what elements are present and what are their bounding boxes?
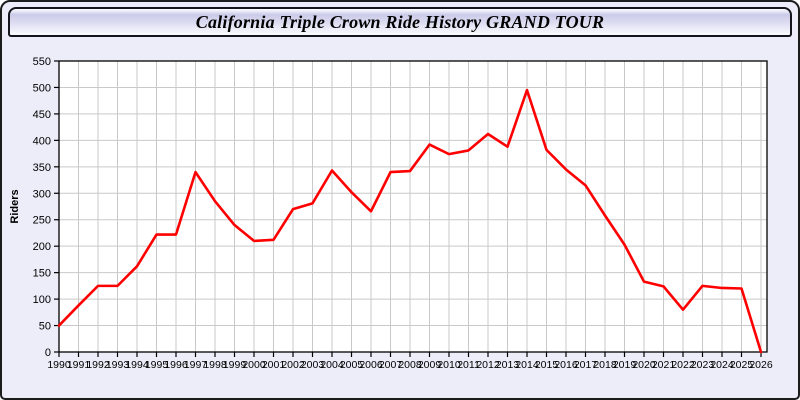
y-axis-tick-labels: 0 50 100 150 200 250 300 350 400 450 500 550 — [33, 56, 51, 359]
x-tick-label: 2024 — [710, 359, 734, 371]
y-tick-label: 350 — [33, 162, 51, 174]
x-tick-label: 1997 — [184, 359, 208, 371]
x-tick-label: 2017 — [574, 359, 598, 371]
x-tick-label: 2023 — [691, 359, 715, 371]
x-tick-label: 2020 — [632, 359, 656, 371]
x-tick-label: 2001 — [262, 359, 286, 371]
x-tick-label: 2000 — [242, 359, 266, 371]
x-tick-label: 1993 — [106, 359, 130, 371]
chart-title: California Triple Crown Ride History GRA… — [195, 11, 605, 32]
x-tick-label: 2012 — [476, 359, 500, 371]
x-tick-label: 1992 — [86, 359, 110, 371]
x-tick-label: 1995 — [145, 359, 169, 371]
x-tick-label: 1998 — [203, 359, 227, 371]
x-tick-label: 2006 — [359, 359, 383, 371]
x-tick-label: 2022 — [671, 359, 695, 371]
x-tick-label: 2015 — [535, 359, 559, 371]
x-tick-label: 1999 — [223, 359, 247, 371]
y-tick-label: 100 — [33, 294, 51, 306]
x-tick-label: 2019 — [613, 359, 637, 371]
x-tick-label: 2008 — [398, 359, 422, 371]
x-tick-label: 1994 — [125, 359, 149, 371]
y-tick-label: 250 — [33, 215, 51, 227]
y-tick-label: 450 — [33, 109, 51, 121]
axis-ticks — [54, 60, 762, 357]
y-tick-label: 50 — [39, 321, 51, 333]
riders-line-series — [57, 88, 763, 354]
plot-background — [59, 61, 767, 352]
x-tick-label: 2011 — [457, 359, 480, 371]
x-tick-label: 2002 — [281, 359, 305, 371]
y-tick-label: 200 — [33, 241, 51, 253]
x-tick-label: 2016 — [554, 359, 578, 371]
x-tick-label: 1990 — [47, 359, 71, 371]
x-tick-label: 2025 — [730, 359, 754, 371]
y-tick-label: 400 — [33, 135, 51, 147]
x-tick-label: 1991 — [67, 359, 91, 371]
x-axis-tick-labels: 1990199119921993199419951996199719981999… — [47, 359, 773, 371]
x-tick-label: 2003 — [301, 359, 325, 371]
y-tick-label: 150 — [33, 268, 51, 280]
title-bar: California Triple Crown Ride History GRA… — [8, 7, 792, 37]
plot-border — [58, 60, 768, 353]
y-tick-label: 0 — [45, 347, 51, 359]
y-axis-title: Riders — [9, 189, 21, 223]
x-tick-label: 2018 — [593, 359, 617, 371]
x-tick-label: 2005 — [340, 359, 364, 371]
x-tick-label: 2013 — [496, 359, 520, 371]
x-tick-label: 2026 — [749, 359, 773, 371]
x-tick-label: 2004 — [320, 359, 344, 371]
x-tick-label: 2009 — [418, 359, 442, 371]
y-tick-label: 500 — [33, 82, 51, 94]
x-tick-label: 2014 — [515, 359, 539, 371]
x-tick-label: 2021 — [652, 359, 676, 371]
x-tick-label: 2010 — [437, 359, 461, 371]
x-tick-label: 1996 — [164, 359, 188, 371]
y-tick-label: 550 — [33, 56, 51, 68]
y-tick-label: 300 — [33, 188, 51, 200]
x-tick-label: 2007 — [379, 359, 403, 371]
